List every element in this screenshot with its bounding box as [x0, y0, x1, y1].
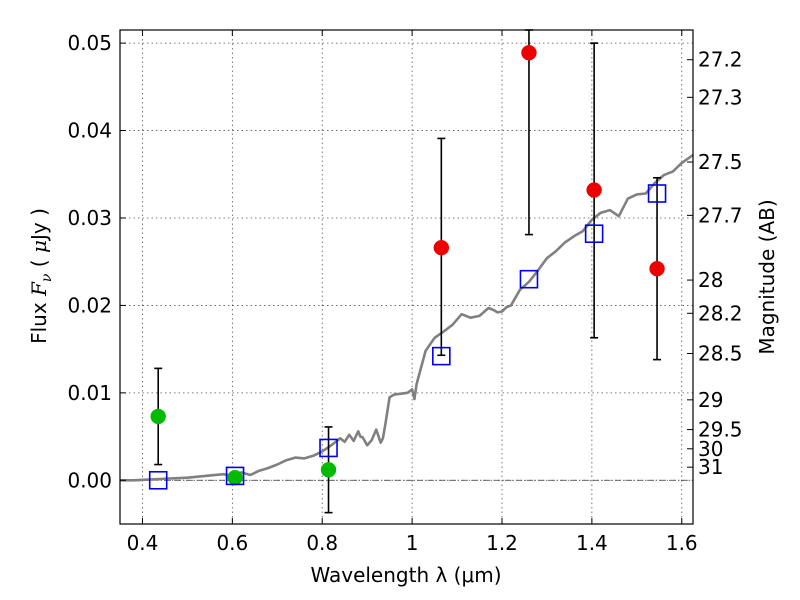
model-flux-point	[647, 184, 667, 203]
right-axis-title: Magnitude (AB)	[755, 199, 779, 354]
right-tick-label: 27.3	[698, 85, 743, 109]
model-flux-point	[319, 438, 338, 458]
y-tick-label: 0.03	[67, 206, 112, 230]
model-flux-point	[225, 466, 245, 486]
model-flux-point	[432, 346, 451, 366]
sed-curve	[120, 153, 694, 482]
right-tick-label: 27.5	[698, 150, 743, 174]
x-tick-label: 1.4	[576, 531, 608, 555]
right-tick-label: 29	[698, 388, 723, 412]
plot-border	[119, 29, 694, 525]
observed-point	[227, 469, 243, 486]
y-tick-label: 0.01	[67, 381, 112, 405]
observed-point	[649, 260, 665, 277]
observed-point	[320, 462, 337, 478]
y-tick-label: 0.04	[67, 119, 112, 143]
x-tick-label: 0.8	[306, 531, 338, 555]
x-tick-label: 1	[406, 531, 419, 555]
right-tick-label: 28.5	[698, 342, 743, 366]
model-flux-point	[584, 224, 604, 244]
right-tick-label: 29.5	[698, 418, 743, 442]
x-tick-label: 1.6	[666, 531, 698, 555]
x-tick-label: 0.4	[127, 531, 159, 555]
observed-point	[150, 408, 166, 425]
right-tick-label: 27.2	[698, 48, 743, 72]
x-axis-title: Wavelength λ (μm)	[310, 563, 501, 587]
model-photometry-points	[148, 184, 667, 490]
observed-points	[150, 44, 665, 486]
model-flux-point	[519, 269, 539, 289]
observed-point	[433, 239, 450, 256]
right-tick-label: 28	[698, 268, 723, 292]
right-tick-label: 30	[698, 437, 723, 461]
observed-point	[521, 44, 537, 61]
right-tick-label: 27.7	[698, 203, 743, 227]
right-tick-label: 31	[698, 455, 723, 479]
plot-area	[120, 30, 693, 524]
y-tick-label: 0.05	[67, 31, 112, 55]
axis-ticks: 0.4 0.6 0.8 1 1.2 1.4 1.6 0.00 0.01 0.02 0.03 0.04 0…	[67, 30, 743, 555]
y-axis-title: Flux Fν ( μJy )	[27, 208, 55, 344]
model-flux-point	[148, 470, 168, 490]
x-tick-label: 1.2	[486, 531, 518, 555]
x-tick-label: 0.6	[216, 531, 248, 555]
right-tick-label: 28.2	[698, 301, 743, 325]
y-tick-label: 0.00	[67, 468, 112, 492]
model-sed-line	[120, 153, 694, 482]
observed-point	[586, 182, 602, 198]
y-tick-label: 0.02	[67, 293, 112, 317]
